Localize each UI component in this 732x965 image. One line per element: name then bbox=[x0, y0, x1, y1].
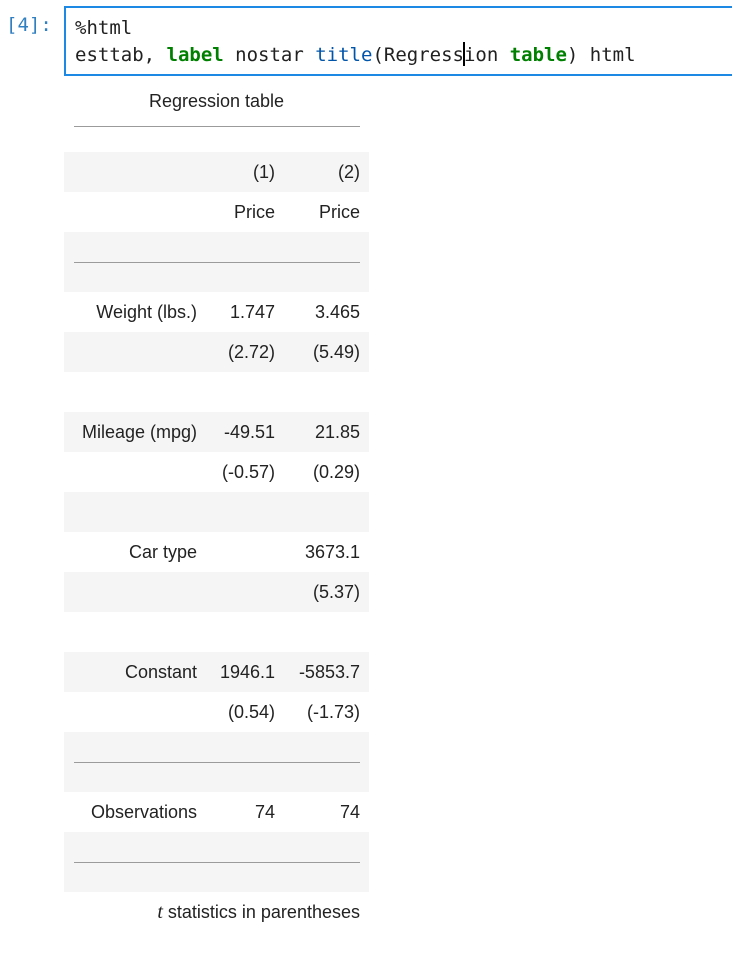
table-row-spacer bbox=[64, 492, 369, 532]
table-row: (0.54) (-1.73) bbox=[227, 701, 360, 722]
code-cell-input[interactable]: %html esttab, label nostar title(Regress… bbox=[64, 6, 732, 76]
table-row: Constant 1946.1 -5853.7 bbox=[64, 652, 369, 692]
cell-output: Regression table (1) (2) Price Price Wei… bbox=[64, 80, 369, 932]
code-line-1: %html bbox=[75, 17, 133, 39]
table-row-header-rule bbox=[64, 232, 369, 292]
table-row: Weight (lbs.) 1.747 3.465 bbox=[96, 301, 360, 322]
model-number-1: (1) bbox=[206, 152, 284, 192]
table-row: (2.72) (5.49) bbox=[64, 332, 369, 372]
table-row-spacer bbox=[64, 372, 369, 412]
table-row-top-rule bbox=[64, 122, 369, 152]
table-row-observations: Observations 74 74 bbox=[90, 801, 360, 822]
table-row-depvars: Price Price bbox=[64, 192, 369, 232]
table-row-bottom-rule bbox=[64, 832, 369, 892]
table-row: Mileage (mpg) -49.51 21.85 bbox=[64, 412, 369, 452]
table-row: (5.37) bbox=[64, 572, 369, 612]
top-rule bbox=[74, 126, 360, 127]
text-cursor bbox=[462, 42, 465, 66]
cell-prompt: [4]: bbox=[6, 14, 52, 36]
depvar-2: Price bbox=[318, 201, 360, 222]
regression-table: (1) (2) Price Price Weight (lbs.) 1.747 … bbox=[64, 122, 369, 892]
middle-rule bbox=[74, 761, 360, 763]
table-row-model-numbers: (1) (2) bbox=[64, 152, 369, 192]
table-row-rule bbox=[64, 732, 369, 792]
depvar-1: Price bbox=[233, 201, 275, 222]
table-caption: Regression table bbox=[148, 91, 285, 111]
table-note: t statistics in parentheses bbox=[157, 901, 360, 923]
code-line-2: esttab, label nostar title(Regression ta… bbox=[75, 42, 636, 66]
model-number-2: (2) bbox=[284, 152, 369, 192]
header-rule bbox=[74, 261, 360, 263]
table-row-spacer bbox=[64, 612, 369, 652]
table-row: (-0.57) (0.29) bbox=[221, 461, 360, 482]
bottom-rule bbox=[74, 861, 360, 863]
table-row: Car type 3673.1 bbox=[128, 541, 360, 562]
